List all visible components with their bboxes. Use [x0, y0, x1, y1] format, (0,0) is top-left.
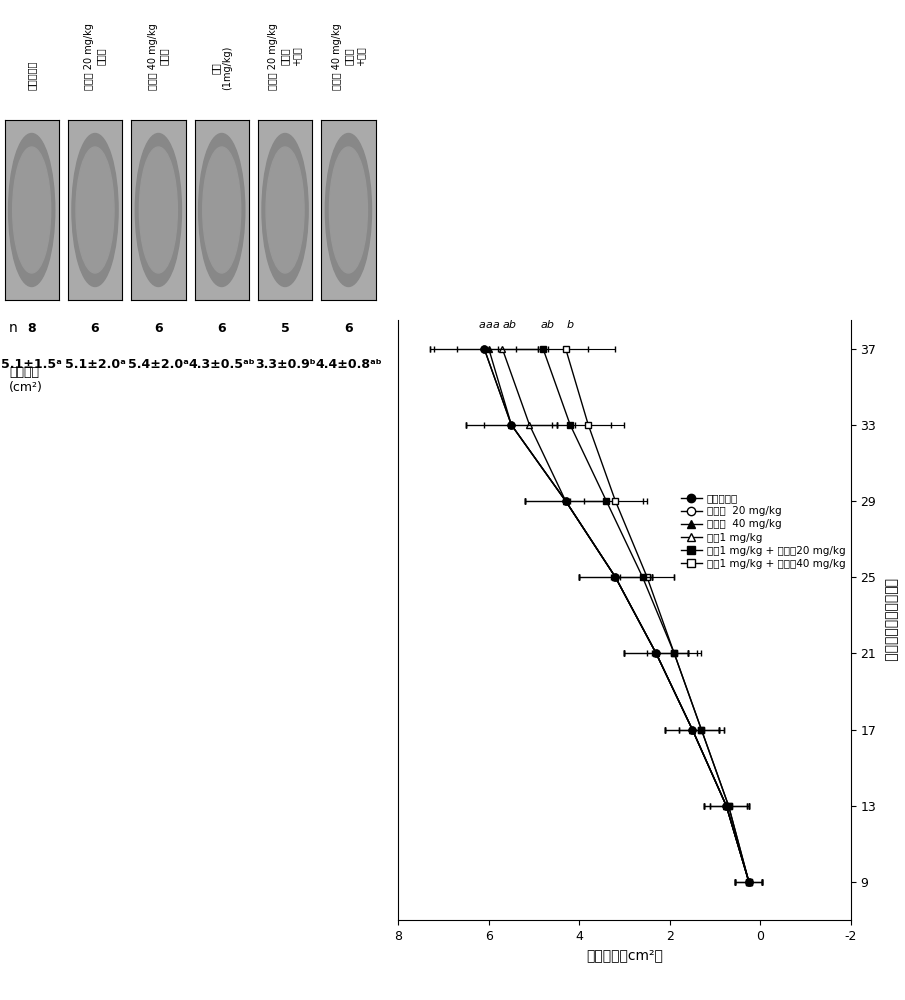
Ellipse shape — [9, 133, 54, 286]
Text: 5: 5 — [281, 322, 290, 334]
Text: 安绛糖 40 mg/kg
安绛糖
+顺铂: 安绛糖 40 mg/kg 安绛糖 +顺铂 — [332, 23, 365, 90]
Text: 安绛糖 40 mg/kg
安绛糖: 安绛糖 40 mg/kg 安绛糖 — [148, 23, 169, 90]
Text: b: b — [567, 320, 574, 330]
Text: 安绛糖 20 mg/kg
安绛糖: 安绛糖 20 mg/kg 安绛糖 — [84, 23, 106, 90]
Text: 4.4±0.8ᵃᵇ: 4.4±0.8ᵃᵇ — [315, 359, 382, 371]
Text: 6: 6 — [217, 322, 226, 334]
Ellipse shape — [135, 133, 181, 286]
Text: ab: ab — [502, 320, 516, 330]
Text: 6: 6 — [154, 322, 163, 334]
Text: 安绛糖 20 mg/kg
安绛糖
+顺铂: 安绛糖 20 mg/kg 安绛糖 +顺铂 — [269, 23, 301, 90]
Ellipse shape — [13, 147, 51, 273]
Text: 5.1±1.5ᵃ: 5.1±1.5ᵃ — [1, 359, 62, 371]
Text: 4.3±0.5ᵃᵇ: 4.3±0.5ᵃᵇ — [188, 359, 255, 371]
Legend: 肿瘾控制组, 安维糖  20 mg/kg, 安维糖  40 mg/kg, 顺铁1 mg/kg, 顺铁1 mg/kg + 安维糖20 mg/kg, 顺铁1 mg/: 肿瘾控制组, 安维糖 20 mg/kg, 安维糖 40 mg/kg, 顺铁1 m… — [681, 493, 845, 569]
Ellipse shape — [266, 147, 304, 273]
Text: a: a — [492, 320, 499, 330]
Text: 5.4±2.0ᵃ: 5.4±2.0ᵃ — [128, 359, 189, 371]
Text: 肿瘤面积
(cm²): 肿瘤面积 (cm²) — [9, 366, 43, 394]
Text: 3.3±0.9ᵇ: 3.3±0.9ᵇ — [254, 359, 316, 371]
Ellipse shape — [76, 147, 114, 273]
Ellipse shape — [198, 133, 244, 286]
Text: 肿瘤控制组: 肿瘤控制组 — [26, 61, 37, 90]
Text: ab: ab — [540, 320, 555, 330]
Ellipse shape — [203, 147, 241, 273]
Ellipse shape — [262, 133, 308, 286]
Text: a: a — [479, 320, 485, 330]
X-axis label: 肿瘾面积（cm²）: 肿瘾面积（cm²） — [586, 948, 662, 962]
Text: n: n — [9, 321, 18, 335]
Text: 6: 6 — [90, 322, 100, 334]
Ellipse shape — [139, 147, 177, 273]
Text: 6: 6 — [344, 322, 353, 334]
Ellipse shape — [326, 133, 372, 286]
Text: 顺铂
(1mg/kg): 顺铂 (1mg/kg) — [211, 46, 233, 90]
Ellipse shape — [329, 147, 367, 273]
Text: 5.1±2.0ᵃ: 5.1±2.0ᵃ — [64, 359, 126, 371]
Text: a: a — [485, 320, 492, 330]
Ellipse shape — [72, 133, 118, 286]
Text: 8: 8 — [27, 322, 36, 334]
Y-axis label: 肿瘾植入后时间（天）: 肿瘾植入后时间（天） — [883, 578, 897, 662]
